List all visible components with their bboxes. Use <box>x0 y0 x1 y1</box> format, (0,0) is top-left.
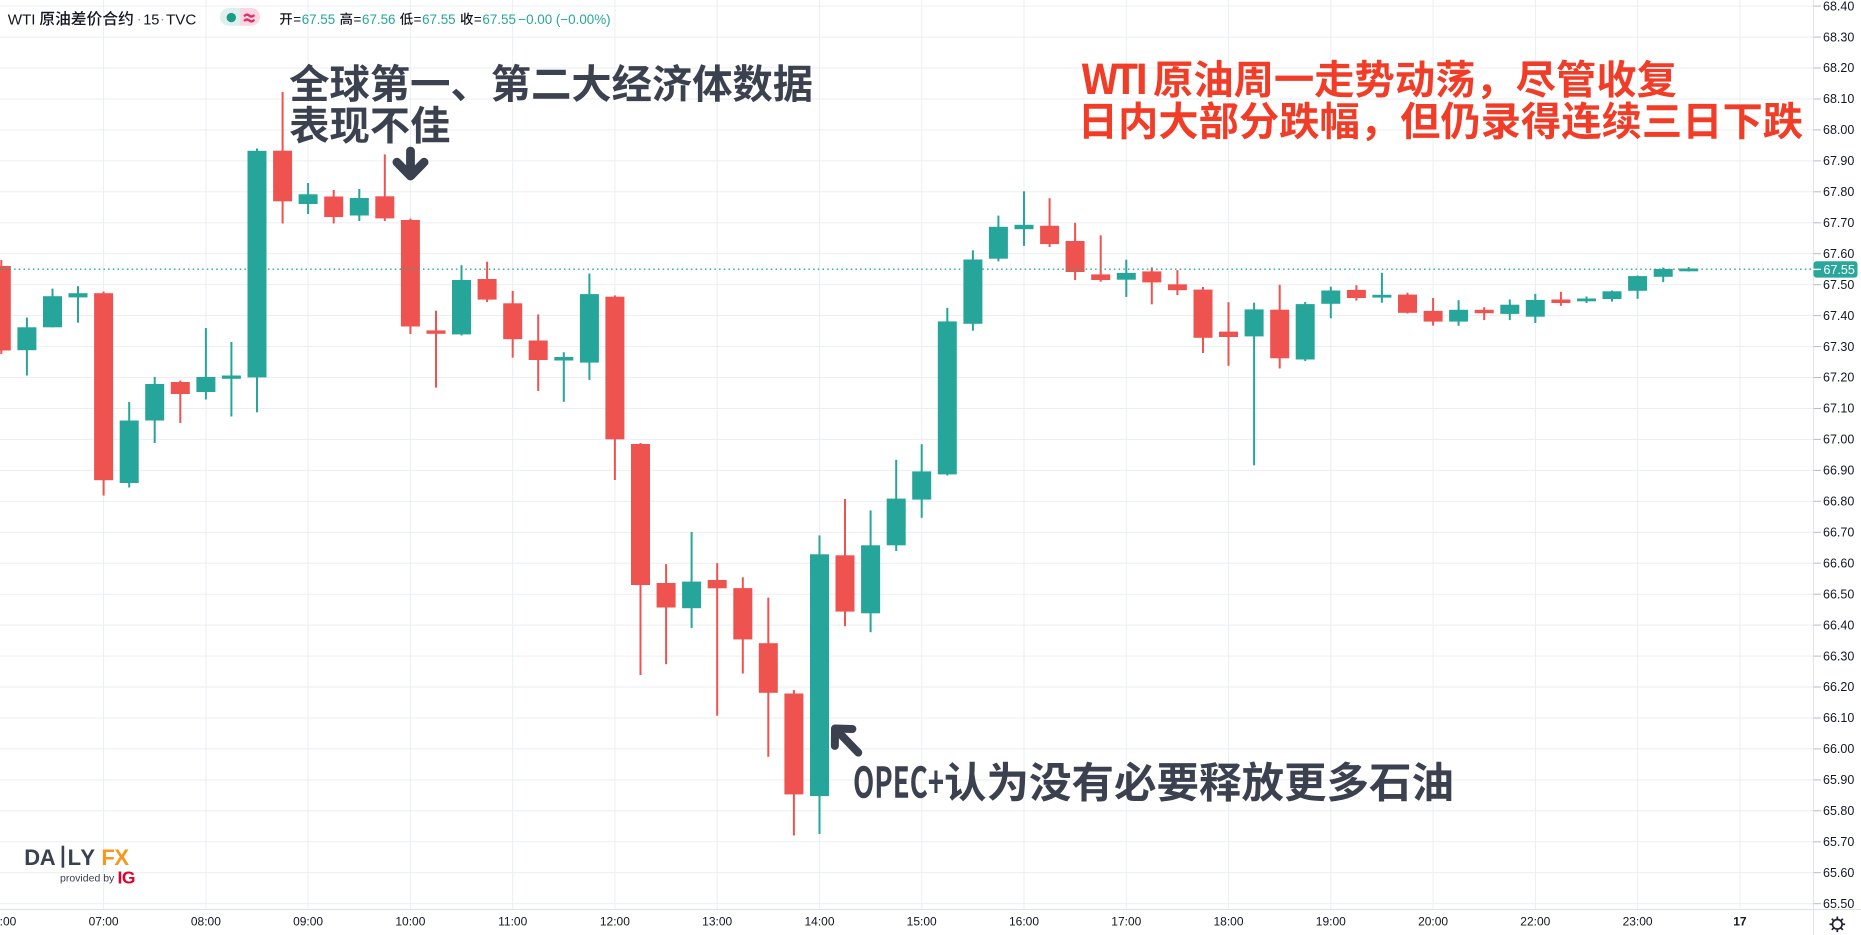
svg-text:66.80: 66.80 <box>1823 495 1854 509</box>
svg-text:09:00: 09:00 <box>293 915 323 929</box>
svg-text:10:00: 10:00 <box>395 915 425 929</box>
svg-text:65.50: 65.50 <box>1823 897 1854 911</box>
svg-text:65.60: 65.60 <box>1823 866 1854 880</box>
svg-text:68.20: 68.20 <box>1823 61 1854 75</box>
svg-text:67.55: 67.55 <box>302 12 336 27</box>
svg-text:66.50: 66.50 <box>1823 587 1854 601</box>
svg-text:·: · <box>160 11 165 28</box>
svg-text:67.55: 67.55 <box>422 12 456 27</box>
svg-text:66.40: 66.40 <box>1823 618 1854 632</box>
svg-text:14:00: 14:00 <box>804 915 834 929</box>
svg-text:65.80: 65.80 <box>1823 804 1854 818</box>
svg-text:15: 15 <box>143 12 159 28</box>
svg-text:06:00: 06:00 <box>0 915 17 929</box>
svg-text:12:00: 12:00 <box>600 915 630 929</box>
svg-text:67.90: 67.90 <box>1823 154 1854 168</box>
svg-text:67.80: 67.80 <box>1823 185 1854 199</box>
svg-text:=: = <box>354 12 362 27</box>
svg-text:67.70: 67.70 <box>1823 216 1854 230</box>
svg-text:67.40: 67.40 <box>1823 309 1854 323</box>
svg-text:66.60: 66.60 <box>1823 556 1854 570</box>
svg-text:13:00: 13:00 <box>702 915 732 929</box>
svg-text:−0.00 (−0.00%): −0.00 (−0.00%) <box>518 12 610 27</box>
svg-text:66.20: 66.20 <box>1823 680 1854 694</box>
svg-text:08:00: 08:00 <box>191 915 221 929</box>
svg-text:A: A <box>40 845 56 870</box>
svg-text:11:00: 11:00 <box>498 915 527 929</box>
svg-text:D: D <box>24 845 40 870</box>
svg-text:68.40: 68.40 <box>1823 0 1854 13</box>
svg-text:68.00: 68.00 <box>1823 123 1854 137</box>
svg-text:19:00: 19:00 <box>1316 915 1346 929</box>
svg-text:15:00: 15:00 <box>907 915 937 929</box>
svg-text:·: · <box>137 11 142 28</box>
svg-text:67.56: 67.56 <box>362 12 396 27</box>
svg-text:66.70: 66.70 <box>1823 526 1854 540</box>
svg-text:65.90: 65.90 <box>1823 773 1854 787</box>
svg-text:16:00: 16:00 <box>1009 915 1039 929</box>
svg-text:17: 17 <box>1733 915 1747 929</box>
svg-text:=: = <box>414 12 422 27</box>
svg-text:66.00: 66.00 <box>1823 742 1854 756</box>
svg-text:68.30: 68.30 <box>1823 30 1854 44</box>
svg-text:68.10: 68.10 <box>1823 92 1854 106</box>
svg-text:67.55: 67.55 <box>482 12 516 27</box>
svg-text:22:00: 22:00 <box>1520 915 1550 929</box>
svg-text:provided by: provided by <box>60 873 115 885</box>
svg-text:TVC: TVC <box>166 11 196 28</box>
svg-text:WTI: WTI <box>8 11 36 28</box>
svg-text:17:00: 17:00 <box>1111 915 1141 929</box>
svg-text:F: F <box>101 845 114 870</box>
svg-text:=: = <box>293 12 301 27</box>
svg-text:Y: Y <box>80 845 95 870</box>
svg-text:66.10: 66.10 <box>1823 711 1854 725</box>
svg-text:L: L <box>68 845 81 870</box>
svg-text:66.90: 66.90 <box>1823 464 1854 478</box>
svg-text:66.30: 66.30 <box>1823 649 1854 663</box>
svg-text:07:00: 07:00 <box>89 915 119 929</box>
svg-text:67.00: 67.00 <box>1823 433 1854 447</box>
svg-text:67.50: 67.50 <box>1823 278 1854 292</box>
svg-text:IG: IG <box>118 868 135 888</box>
svg-text:20:00: 20:00 <box>1418 915 1448 929</box>
svg-text:67.30: 67.30 <box>1823 340 1854 354</box>
svg-text:23:00: 23:00 <box>1623 915 1653 929</box>
svg-text:67.10: 67.10 <box>1823 402 1854 416</box>
svg-text:67.20: 67.20 <box>1823 371 1854 385</box>
svg-text:67.60: 67.60 <box>1823 247 1854 261</box>
svg-text:67.55: 67.55 <box>1824 263 1855 277</box>
svg-text:X: X <box>114 845 129 870</box>
svg-text:18:00: 18:00 <box>1213 915 1243 929</box>
svg-text:=: = <box>474 12 482 27</box>
svg-text:65.70: 65.70 <box>1823 835 1854 849</box>
